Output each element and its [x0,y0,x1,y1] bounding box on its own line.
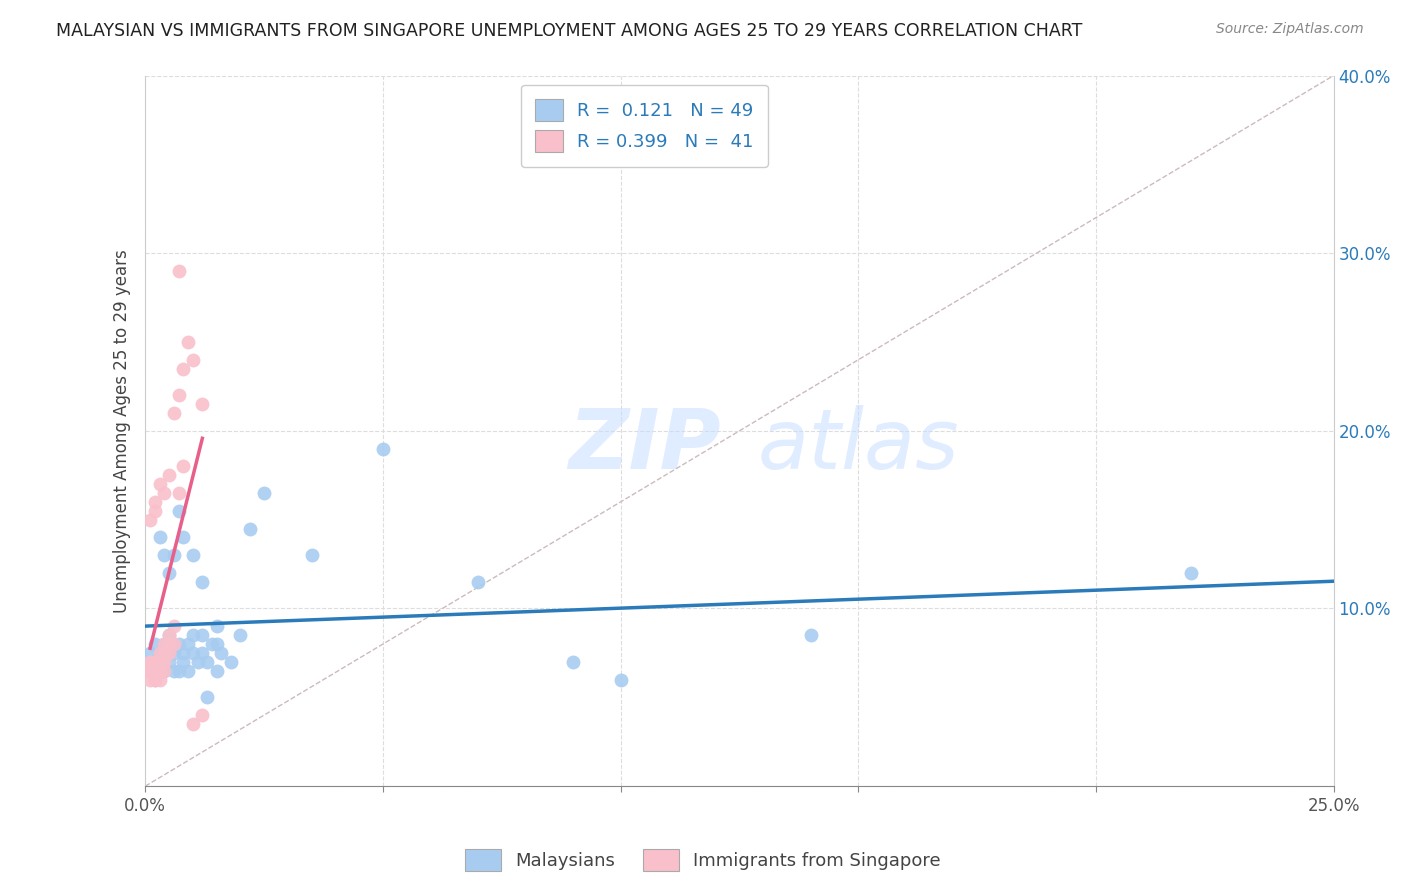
Point [371,442,394,456]
Point [229,628,252,642]
Point [167,664,190,678]
Point [143,673,166,687]
Point [205,664,228,678]
Point [139,655,162,669]
Point [181,628,204,642]
Point [148,655,170,669]
Point [253,486,276,500]
Point [148,477,170,491]
Point [201,637,224,651]
Legend: R =  0.121   N = 49, R = 0.399   N =  41: R = 0.121 N = 49, R = 0.399 N = 41 [522,85,768,167]
Point [181,352,204,367]
Point [467,574,489,589]
Point [163,637,186,651]
Point [157,646,180,660]
Point [191,646,214,660]
Point [148,530,170,544]
Point [148,664,170,678]
Point [153,548,176,562]
Point [239,522,262,536]
Point [177,637,200,651]
Point [157,566,180,580]
Point [163,664,186,678]
Point [157,646,180,660]
Point [153,486,176,500]
Point [139,664,162,678]
Legend: Malaysians, Immigrants from Singapore: Malaysians, Immigrants from Singapore [458,842,948,879]
Point [143,655,166,669]
Point [157,628,180,642]
Point [167,637,190,651]
Point [181,717,204,731]
Point [167,486,190,500]
Point [195,690,218,705]
Point [181,646,204,660]
Point [143,673,166,687]
Point [163,637,186,651]
Point [157,655,180,669]
Point [153,637,176,651]
Point [205,619,228,633]
Point [181,548,204,562]
Point [148,646,170,660]
Point [177,334,200,349]
Point [157,628,180,642]
Point [163,406,186,420]
Text: ZIP: ZIP [568,405,721,485]
Point [562,655,585,669]
Point [191,628,214,642]
Point [609,673,631,687]
Point [172,655,194,669]
Text: atlas: atlas [758,405,959,485]
Point [153,664,176,678]
Point [167,388,190,402]
Point [153,646,176,660]
Point [139,664,162,678]
Point [191,708,214,723]
Point [167,264,190,278]
Point [172,459,194,474]
Point [139,655,162,669]
Point [172,646,194,660]
Point [153,637,176,651]
Point [148,664,170,678]
Point [205,637,228,651]
Point [301,548,323,562]
Point [143,495,166,509]
Point [800,628,823,642]
Point [219,655,242,669]
Point [153,664,176,678]
Point [191,397,214,411]
Point [148,646,170,660]
Point [172,361,194,376]
Point [143,664,166,678]
Point [143,664,166,678]
Point [163,619,186,633]
Point [209,646,232,660]
Point [148,655,170,669]
Point [195,655,218,669]
Point [139,646,162,660]
Text: Source: ZipAtlas.com: Source: ZipAtlas.com [1216,22,1364,37]
Point [167,504,190,518]
Point [1180,566,1202,580]
Point [187,655,209,669]
Point [148,673,170,687]
Point [157,468,180,483]
Point [139,513,162,527]
Point [191,574,214,589]
Point [143,637,166,651]
Point [163,646,186,660]
Point [153,655,176,669]
Point [139,673,162,687]
Text: MALAYSIAN VS IMMIGRANTS FROM SINGAPORE UNEMPLOYMENT AMONG AGES 25 TO 29 YEARS CO: MALAYSIAN VS IMMIGRANTS FROM SINGAPORE U… [56,22,1083,40]
Point [143,504,166,518]
Point [172,530,194,544]
Y-axis label: Unemployment Among Ages 25 to 29 years: Unemployment Among Ages 25 to 29 years [114,249,131,613]
Point [177,664,200,678]
Point [163,548,186,562]
Point [157,637,180,651]
